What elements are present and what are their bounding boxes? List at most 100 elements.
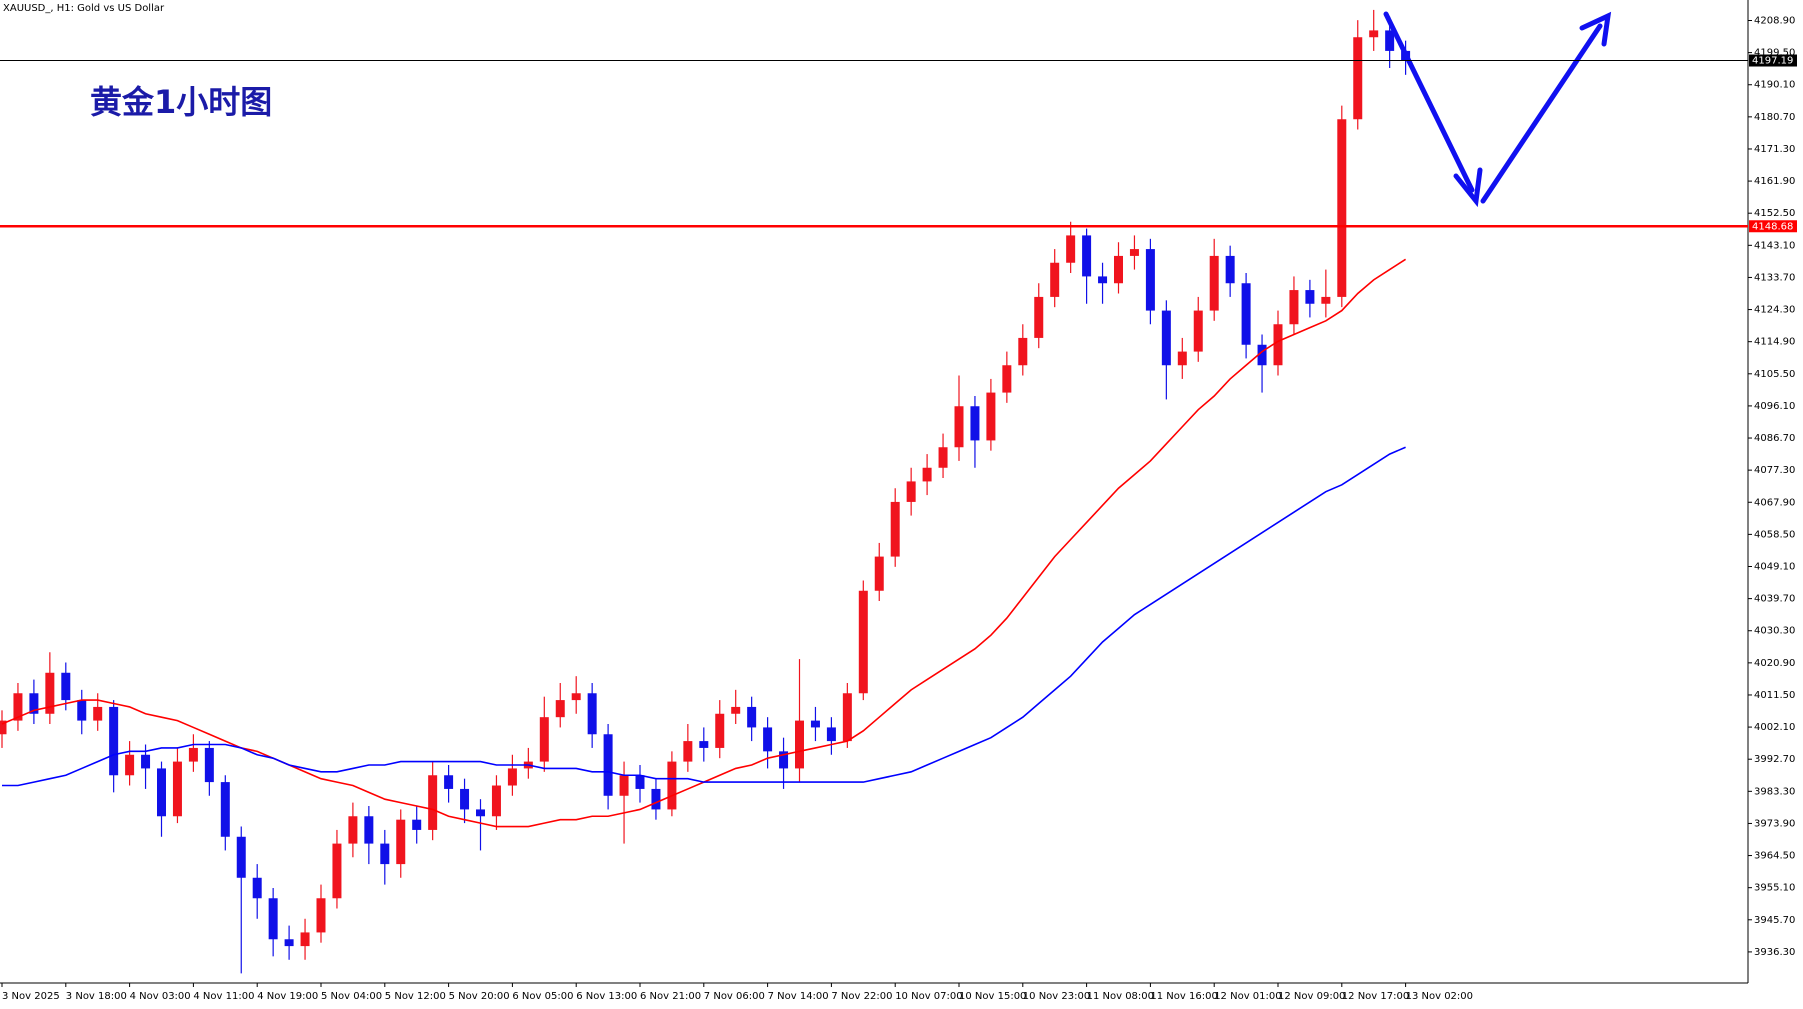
candle-body <box>858 590 868 694</box>
y-tick-label: 4039.70 <box>1754 594 1795 605</box>
candle-body <box>1321 296 1331 304</box>
y-tick-label: 4171.30 <box>1754 144 1795 155</box>
candle-body <box>220 782 230 837</box>
y-tick-label: 4190.10 <box>1754 80 1795 91</box>
candle-body <box>109 706 119 776</box>
candle-body <box>204 747 214 783</box>
candle-body <box>810 720 820 728</box>
candle-body <box>603 734 613 796</box>
x-tick-label: 10 Nov 15:00 <box>959 991 1026 1002</box>
y-tick-label: 4077.30 <box>1754 465 1795 476</box>
candle-body <box>571 693 581 701</box>
y-tick-label: 4114.90 <box>1754 337 1795 348</box>
candle-body <box>1018 337 1028 366</box>
arrow-up <box>1480 23 1603 204</box>
x-tick-label: 4 Nov 19:00 <box>257 991 318 1002</box>
candle-body <box>172 761 182 817</box>
x-tick-label: 5 Nov 04:00 <box>321 991 382 1002</box>
candle-body <box>619 775 629 796</box>
current-price-box <box>1749 54 1797 67</box>
candle-body <box>0 720 7 735</box>
candle-body <box>13 693 23 721</box>
candle-body <box>1002 365 1012 393</box>
candle-body <box>1114 255 1123 284</box>
x-tick-label: 4 Nov 03:00 <box>130 991 191 1002</box>
candle-body <box>396 819 406 865</box>
drawn-arrows <box>1383 11 1612 208</box>
candle-body <box>1257 344 1267 366</box>
candle-body <box>1050 262 1060 297</box>
candle-body <box>77 700 87 721</box>
y-tick-label: 4049.10 <box>1754 561 1795 572</box>
candle-body <box>1177 351 1187 366</box>
candle-body <box>1129 249 1139 256</box>
candle-body <box>316 898 326 933</box>
candle-body <box>507 768 517 786</box>
chart-title: XAUUSD_, H1: Gold vs US Dollar <box>3 3 165 14</box>
y-tick-label: 4133.70 <box>1754 272 1795 283</box>
candle-body <box>683 741 693 762</box>
y-tick-label: 4058.50 <box>1754 529 1795 540</box>
candle-body <box>1034 296 1044 338</box>
candle-body <box>428 775 438 830</box>
x-tick-label: 7 Nov 14:00 <box>768 991 829 1002</box>
candle-body <box>1066 235 1076 263</box>
y-tick-label: 4105.50 <box>1754 369 1795 380</box>
x-tick-label: 3 Nov 2025 <box>2 991 60 1002</box>
y-tick-label: 4161.90 <box>1754 176 1795 187</box>
candle-body <box>954 406 964 448</box>
y-tick-label: 4124.30 <box>1754 305 1795 316</box>
x-tick-label: 6 Nov 05:00 <box>512 991 573 1002</box>
x-tick-label: 12 Nov 17:00 <box>1342 991 1409 1002</box>
candle-body <box>1145 249 1155 311</box>
x-tick-label: 13 Nov 02:00 <box>1406 991 1473 1002</box>
candle-body <box>1353 37 1363 120</box>
arrow-head <box>1579 11 1612 47</box>
candle-body <box>476 809 485 817</box>
candle-body <box>651 788 661 810</box>
candle-body <box>842 693 852 742</box>
candle-body <box>412 819 422 830</box>
candle-body <box>555 700 565 718</box>
y-tick-label: 4086.70 <box>1754 433 1795 444</box>
annotation: 黄金1小时图 <box>90 83 272 121</box>
y-tick-label: 4199.50 <box>1754 48 1795 59</box>
candle-body <box>188 747 198 762</box>
candle-body <box>268 898 278 940</box>
candle-body <box>1225 255 1235 284</box>
candle-body <box>284 939 294 947</box>
x-tick-label: 10 Nov 23:00 <box>1023 991 1090 1002</box>
candle-body <box>906 481 916 502</box>
candle-body <box>460 788 470 810</box>
x-tick-label: 7 Nov 06:00 <box>704 991 765 1002</box>
candle-body <box>938 447 948 468</box>
candle-body <box>1385 30 1395 51</box>
candle-body <box>874 556 884 591</box>
candle-body <box>763 727 773 752</box>
candle-body <box>1209 255 1219 311</box>
candle-body <box>491 785 501 817</box>
x-tick-label: 7 Nov 22:00 <box>831 991 892 1002</box>
candle-body <box>699 741 709 748</box>
candle-body <box>635 775 645 789</box>
y-tick-label: 4067.90 <box>1754 497 1795 508</box>
candle-body <box>252 877 262 899</box>
candle-body <box>61 672 71 701</box>
candle-body <box>747 706 757 728</box>
y-tick-label: 3955.10 <box>1754 883 1795 894</box>
y-tick-label: 3964.50 <box>1754 851 1795 862</box>
arrow-down <box>1383 11 1475 193</box>
candle-body <box>779 751 789 769</box>
y-tick-label: 3992.70 <box>1754 754 1795 765</box>
candle-body <box>970 406 980 441</box>
candle-body <box>1082 235 1092 277</box>
candle-body <box>125 754 135 776</box>
candle-body <box>29 693 39 714</box>
candle-body <box>1098 276 1108 284</box>
x-tick-label: 5 Nov 20:00 <box>449 991 510 1002</box>
candle-body <box>587 693 597 735</box>
y-tick-label: 3945.70 <box>1754 915 1795 926</box>
candle-body <box>1241 283 1251 345</box>
